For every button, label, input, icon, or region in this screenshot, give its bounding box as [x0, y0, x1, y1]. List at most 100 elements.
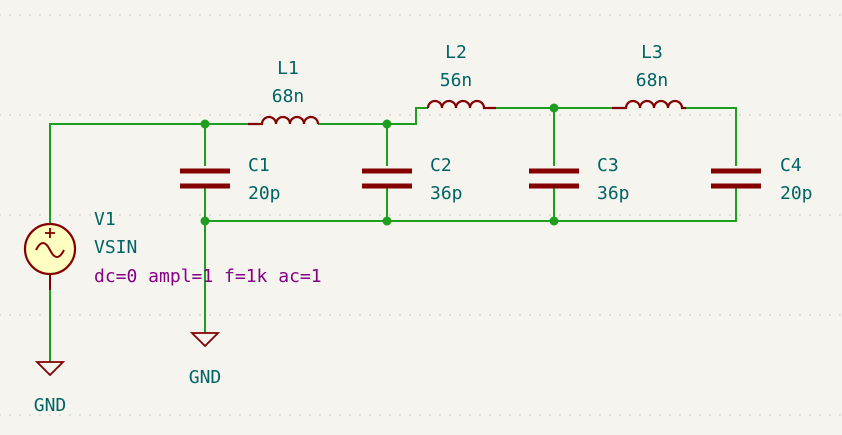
grid-dot [809, 14, 811, 16]
grid-dot [719, 114, 721, 116]
inductor-l2[interactable]: L2 56n [426, 42, 496, 110]
grid-dot [29, 314, 31, 316]
c4-value: 20p [780, 183, 813, 204]
grid-dot [519, 314, 521, 316]
grid-dot [309, 14, 311, 16]
grid-dot [319, 414, 321, 416]
grid-dot [839, 114, 841, 116]
grid-dot [39, 14, 41, 16]
voltage-source-v1[interactable]: V1 VSIN dc=0 ampl=1 f=1k ac=1 [23, 209, 322, 290]
grid-dot [409, 314, 411, 316]
grid-dot [589, 414, 591, 416]
grid-dot [19, 214, 21, 216]
grid-dot [269, 414, 271, 416]
grid-dot [689, 414, 691, 416]
grid-dot [399, 414, 401, 416]
grid-dot [609, 314, 611, 316]
grid-dot [209, 114, 211, 116]
grid-dot [189, 14, 191, 16]
grid-dot [0, 214, 1, 216]
grid-dot [339, 14, 341, 16]
grid-dot [459, 14, 461, 16]
wire-l3-c4[interactable] [686, 107, 737, 166]
grid-dot [799, 214, 801, 216]
capacitor-c3[interactable]: C3 36p [529, 155, 630, 204]
junction-dot [200, 119, 210, 129]
grid-dot [539, 114, 541, 116]
wire-bottom-bus[interactable] [204, 186, 737, 222]
grid-dot [469, 14, 471, 16]
grid-dot [229, 414, 231, 416]
junctions [200, 103, 559, 226]
grid-dot [819, 14, 821, 16]
grid-dot [539, 214, 541, 216]
wire-l1-l2[interactable] [318, 107, 428, 125]
grid-dot [429, 114, 431, 116]
grid-dot [109, 314, 111, 316]
capacitor-c4[interactable]: C4 20p [711, 155, 813, 204]
grid-dot [519, 414, 521, 416]
grid-dot [799, 114, 801, 116]
grid-dot [599, 214, 601, 216]
grid-dot [799, 14, 801, 16]
grid-dot [199, 14, 201, 16]
grid-dot [229, 114, 231, 116]
grid-dot [649, 314, 651, 316]
grid-dot [349, 114, 351, 116]
grid-dot [619, 314, 621, 316]
grid-dot [219, 14, 221, 16]
wire-v1-top[interactable] [49, 123, 248, 228]
capacitor-c1[interactable]: C1 20p [180, 155, 281, 204]
grid-dot [139, 14, 141, 16]
grid-dot [99, 414, 101, 416]
l3-value: 68n [636, 70, 669, 91]
grid-dot [79, 214, 81, 216]
grid-dot [569, 214, 571, 216]
grid-dot [749, 114, 751, 116]
capacitor-c2[interactable]: C2 36p [362, 155, 463, 204]
grid-dot [119, 114, 121, 116]
grid-dot [79, 114, 81, 116]
grid-dot [579, 14, 581, 16]
grid-dot [839, 414, 841, 416]
grid-dot [819, 214, 821, 216]
grid-dot [99, 14, 101, 16]
grid-dot [709, 414, 711, 416]
grid-dot [69, 214, 71, 216]
inductor-l1[interactable]: L1 68n [248, 58, 320, 126]
grid-dot [779, 214, 781, 216]
grid-dot [629, 314, 631, 316]
gnd-symbol-2[interactable]: GND [189, 332, 222, 388]
grid-dot [499, 114, 501, 116]
grid-dot [339, 114, 341, 116]
grid-dot [779, 114, 781, 116]
grid-dot [749, 414, 751, 416]
grid-dot [689, 114, 691, 116]
grid-dot [619, 214, 621, 216]
grid-dot [479, 214, 481, 216]
grid-dot [129, 314, 131, 316]
grid-dot [139, 214, 141, 216]
inductor-l3[interactable]: L3 68n [612, 42, 686, 110]
l3-ref: L3 [641, 42, 663, 63]
grid-dot [549, 314, 551, 316]
gnd-symbol-1[interactable]: GND [34, 361, 67, 416]
grid-dot [309, 114, 311, 116]
grid-dot [69, 414, 71, 416]
grid-dot [609, 214, 611, 216]
grid-dot [389, 314, 391, 316]
c3-value: 36p [597, 183, 630, 204]
grid-dot [289, 214, 291, 216]
grid-dot [759, 314, 761, 316]
grid-dot [649, 114, 651, 116]
grid-dot [409, 14, 411, 16]
grid-dot [49, 14, 51, 16]
grid-dot [199, 214, 201, 216]
grid-dot [529, 414, 531, 416]
grid-dot [349, 314, 351, 316]
grid-dot [479, 314, 481, 316]
grid-dot [679, 414, 681, 416]
grid-dot [709, 214, 711, 216]
grid-dot [209, 14, 211, 16]
grid-dot [409, 414, 411, 416]
